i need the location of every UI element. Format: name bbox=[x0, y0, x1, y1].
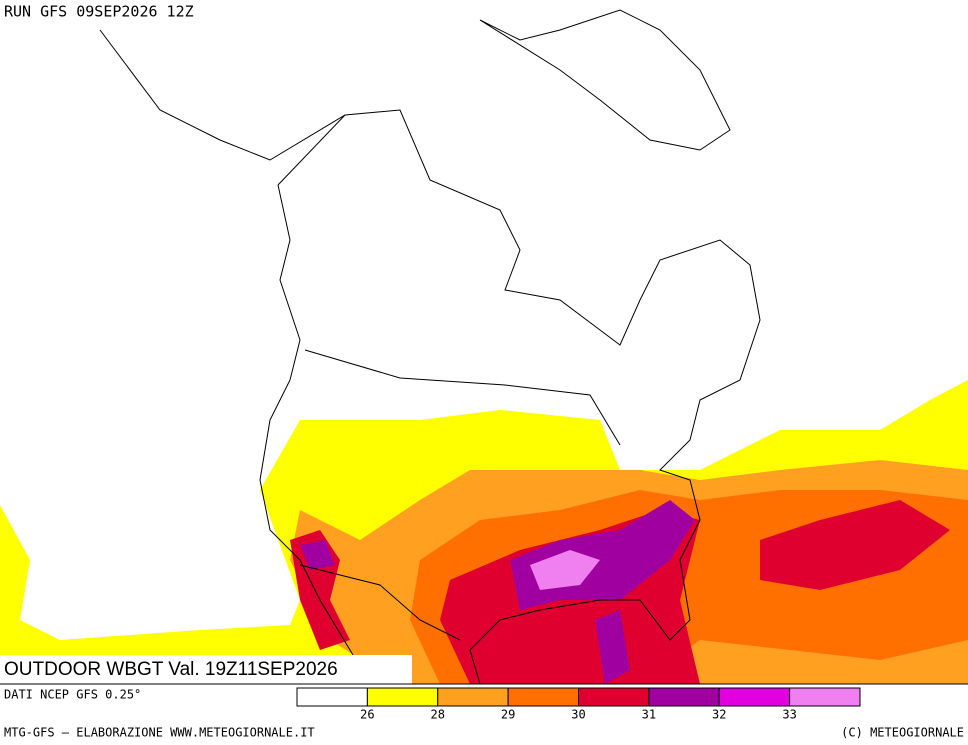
field-red bbox=[290, 530, 350, 650]
footer-right: (C) METEOGIORNALE bbox=[841, 726, 964, 740]
colorbar-tick-label: 32 bbox=[712, 708, 726, 722]
border bbox=[304, 349, 621, 446]
colorbar-bin bbox=[789, 687, 861, 707]
border bbox=[277, 114, 346, 186]
run-label: RUN GFS 09SEP2026 12Z bbox=[4, 3, 194, 21]
colorbar-bin bbox=[296, 687, 368, 707]
coastline bbox=[259, 184, 371, 685]
field-purple bbox=[595, 610, 630, 684]
colorbar-tick-label: 26 bbox=[360, 708, 374, 722]
title-box bbox=[0, 655, 412, 684]
colorbar: 26 28 29 30 31 32 33 bbox=[296, 687, 861, 722]
colorbar-tick-label: 33 bbox=[782, 708, 796, 722]
colorbar-bin bbox=[648, 687, 720, 707]
greenland bbox=[479, 9, 731, 151]
border bbox=[299, 564, 461, 641]
colorbar-bin bbox=[507, 687, 579, 707]
colorbar-tick-label: 28 bbox=[431, 708, 445, 722]
field-pink bbox=[530, 550, 600, 590]
colorbar-bin bbox=[718, 687, 791, 707]
colorbar-tick-label: 31 bbox=[642, 708, 656, 722]
weather-map bbox=[0, 9, 968, 685]
colorbar-tick-label: 30 bbox=[571, 708, 585, 722]
colorbar-bin bbox=[437, 687, 509, 707]
source-label: DATI NCEP GFS 0.25° bbox=[4, 688, 141, 702]
footer-left: MTG-GFS — ELABORAZIONE WWW.METEOGIORNALE… bbox=[4, 726, 315, 740]
colorbar-bin bbox=[366, 687, 439, 707]
colorbar-bin bbox=[578, 687, 650, 707]
field-purple bbox=[300, 540, 335, 570]
map-title: OUTDOOR WBGT Val. 19Z11SEP2026 bbox=[4, 659, 338, 680]
field-red bbox=[760, 500, 950, 590]
coastline bbox=[99, 29, 761, 685]
colorbar-tick-label: 29 bbox=[501, 708, 515, 722]
